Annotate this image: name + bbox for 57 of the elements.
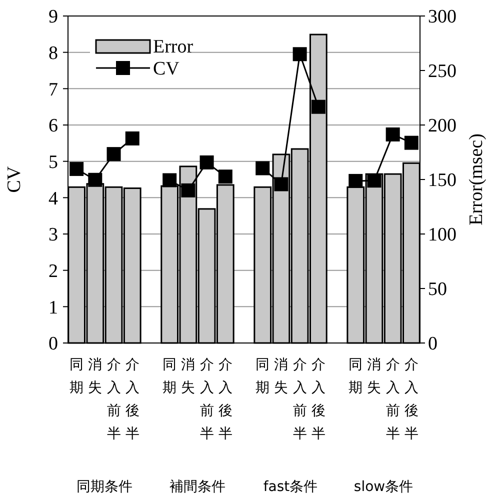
x-tick-label: 消失 (181, 357, 196, 396)
y-tick-label: 2 (48, 260, 58, 282)
x-tick-label: 介入後半 (218, 357, 232, 442)
y-tick-label: 4 (48, 188, 58, 210)
text: fast条件 (263, 479, 318, 495)
x-tick-label: 消失 (367, 357, 382, 396)
y-tick-label: 1 (48, 297, 58, 318)
y-axis-title: CV (4, 166, 25, 193)
point (200, 155, 214, 170)
y2-tick-label: 50 (428, 279, 447, 300)
y2-tick-label: 200 (428, 116, 456, 137)
x-tick-label: 介入後半 (125, 357, 140, 442)
point (311, 100, 326, 114)
y2-tick-label: 100 (428, 224, 456, 246)
point (70, 162, 84, 176)
point (386, 127, 400, 142)
y-tick-label: 6 (48, 116, 58, 137)
y2-tick-label: 0 (428, 334, 438, 355)
point (88, 172, 102, 187)
y2-tick-label: 250 (428, 61, 456, 82)
text: 補間条件 (169, 479, 226, 495)
x-tick-label: 同期 (256, 357, 270, 396)
y-tick-label: 5 (48, 152, 58, 173)
x-tick-label: 同期 (162, 357, 177, 396)
y-tick-label: 9 (48, 6, 58, 28)
point (218, 170, 232, 184)
point (162, 173, 177, 188)
x-tick-label: 介入前半 (106, 357, 121, 442)
point (404, 136, 418, 150)
legend-label: Error (153, 36, 194, 58)
point (292, 47, 307, 62)
x-tick-label: 介入後半 (311, 357, 326, 442)
y2-tick-label: 300 (428, 6, 456, 28)
point (106, 147, 121, 162)
legend-label: CV (153, 58, 180, 80)
x-tick-label: 消失 (88, 357, 102, 396)
text: 同期条件 (76, 479, 132, 495)
point (181, 183, 196, 198)
point (256, 161, 270, 176)
x-tick-label: 介入前半 (386, 357, 400, 442)
x-tick-label: 同期 (70, 357, 84, 396)
x-tick-label: 介入前半 (292, 357, 307, 442)
point (274, 177, 288, 192)
point (125, 131, 140, 146)
x-tick-label: 介入前半 (200, 357, 214, 442)
y-tick-label: 0 (48, 334, 58, 355)
y-tick-label: 3 (48, 224, 58, 246)
point (367, 174, 382, 188)
x-tick-label: 消失 (274, 357, 288, 396)
x-tick-label: 同期 (348, 357, 363, 396)
y-tick-label: 7 (48, 79, 58, 100)
y2-tick-label: 150 (428, 170, 456, 192)
x-tick-label: 介入後半 (404, 357, 418, 442)
y2-axis-title: Error(msec) (466, 134, 487, 226)
text: slow条件 (354, 479, 414, 495)
y-tick-label: 8 (48, 42, 58, 64)
point (348, 174, 363, 188)
